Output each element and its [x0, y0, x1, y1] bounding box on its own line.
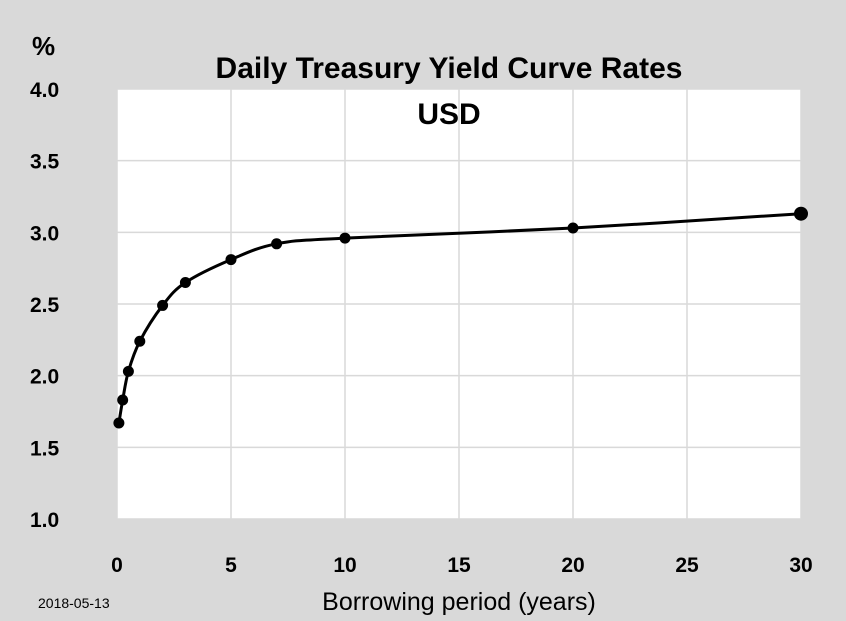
y-tick-label: 1.0 — [30, 509, 59, 532]
data-point — [179, 277, 191, 288]
data-point — [339, 232, 351, 244]
x-tick-labels: 0 5 10 15 20 25 30 — [111, 554, 813, 577]
y-tick-label: 3.0 — [30, 222, 59, 245]
data-point — [134, 335, 146, 347]
x-tick-label: 25 — [675, 554, 699, 577]
y-tick-label: 2.5 — [30, 294, 60, 317]
x-tick-label: 10 — [333, 554, 356, 577]
horizontal-gridlines — [117, 88, 801, 520]
chart-title: Daily Treasury Yield Curve Rates — [216, 52, 683, 85]
x-tick-label: 15 — [447, 554, 471, 577]
x-tick-label: 30 — [789, 554, 812, 577]
x-axis-label: Borrowing period (years) — [322, 588, 596, 616]
data-point — [567, 222, 579, 234]
x-tick-label: 20 — [561, 554, 584, 577]
y-tick-label: 1.5 — [30, 437, 60, 460]
y-tick-label: 4.0 — [30, 79, 59, 102]
y-tick-label: 2.0 — [30, 366, 59, 389]
date-label: 2018-05-13 — [38, 595, 110, 611]
data-point — [271, 238, 283, 250]
data-point — [122, 365, 134, 377]
data-point — [117, 394, 129, 406]
y-tick-labels: 1.0 1.5 2.0 2.5 3.0 3.5 4.0 — [30, 79, 60, 532]
data-point — [225, 254, 237, 266]
chart-subtitle: USD — [417, 98, 480, 131]
data-point — [113, 417, 125, 429]
data-point — [157, 299, 169, 311]
y-axis-label: % — [32, 31, 55, 61]
y-tick-label: 3.5 — [30, 151, 60, 174]
x-tick-label: 0 — [111, 554, 123, 577]
x-tick-label: 5 — [225, 554, 237, 577]
yield-curve-points — [113, 206, 808, 429]
data-point — [794, 206, 808, 221]
